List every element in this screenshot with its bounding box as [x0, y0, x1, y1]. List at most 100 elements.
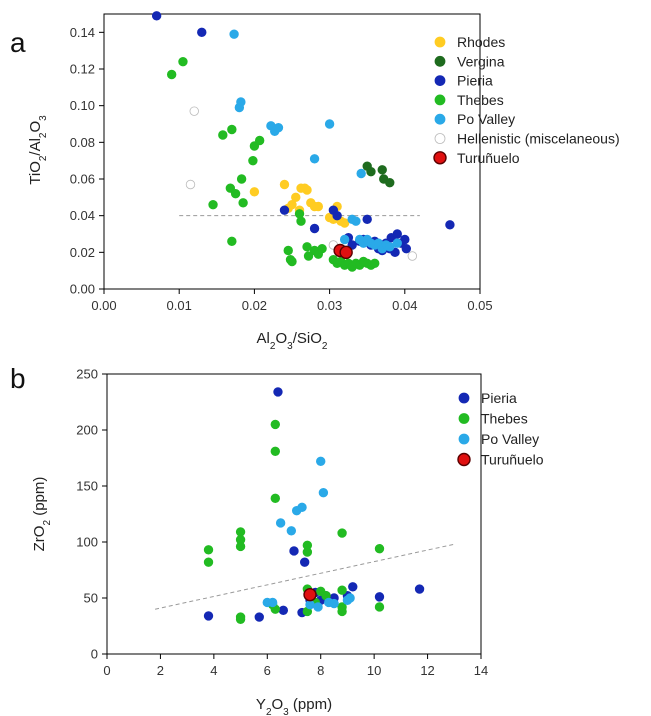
x-tick-label: 0.01	[167, 298, 192, 313]
x-tick-label: 14	[474, 663, 488, 678]
y-tick-label: 0.08	[70, 135, 95, 150]
pieria-point	[401, 243, 412, 254]
panel-a-x-ticks: 0.00 0.01 0.02 0.03 0.04 0.05	[91, 289, 493, 313]
thebes-point	[283, 245, 293, 256]
legend-label-turunuelo: Turuñuelo	[457, 150, 520, 166]
hellenistic-miscelaneous-point	[185, 179, 196, 190]
po-valley-point	[275, 518, 286, 528]
pieria-point	[332, 210, 342, 221]
turunuelo-point	[339, 245, 353, 260]
legend-label-turunuelo: Turuñuelo	[481, 452, 544, 468]
pieria-point	[445, 220, 455, 230]
legend-label-rhodes: Rhodes	[457, 34, 505, 50]
pieria-point	[309, 223, 320, 234]
y-tick-label: 150	[76, 479, 98, 494]
legend-marker-po-valley	[434, 113, 446, 125]
pieria-point	[392, 229, 402, 239]
pieria-point	[414, 584, 425, 594]
x-tick-label: 4	[210, 663, 217, 678]
rhodes-point	[302, 185, 312, 195]
x-tick-label: 8	[317, 663, 324, 678]
x-tick-label: 0.00	[91, 298, 116, 313]
thebes-point	[230, 188, 241, 199]
legend-label-po-valley: Po Valley	[481, 431, 539, 447]
legend-label-po-valley: Po Valley	[457, 111, 515, 127]
thebes-point	[270, 446, 281, 456]
thebes-point	[227, 124, 237, 135]
thebes-point	[254, 135, 265, 146]
thebes-point	[337, 606, 347, 617]
rhodes-point	[313, 201, 324, 212]
thebes-point	[302, 242, 312, 252]
legend-label-pieria: Pieria	[457, 73, 493, 89]
panel-b: b 0 50 100 150 200 250 0 2 4 6 8 10 12 14 Y2O3 (ppm)…	[10, 363, 544, 716]
po-valley-point	[273, 122, 284, 133]
po-valley-point	[297, 502, 307, 512]
rhodes-point	[291, 192, 301, 203]
panel-a-points	[151, 11, 455, 272]
pieria-point	[151, 11, 162, 21]
thebes-point	[317, 243, 327, 254]
pieria-point	[203, 611, 214, 621]
thebes-point	[374, 544, 385, 554]
legend-label-hellenistic-miscelaneous: Hellenistic (miscelaneous)	[457, 131, 620, 147]
rhodes-point	[287, 199, 297, 210]
po-valley-point	[309, 154, 320, 164]
panel-b-legend: Pieria Thebes Po Valley Turuñuelo	[457, 390, 544, 468]
po-valley-point	[345, 593, 355, 603]
thebes-point	[227, 236, 237, 247]
y-tick-label: 50	[84, 591, 98, 606]
panel-b-xlabel: Y2O3 (ppm)	[256, 696, 332, 716]
y-tick-label: 250	[76, 367, 98, 382]
panel-b-y-ticks: 0 50 100 150 200 250	[76, 367, 107, 662]
thebes-point	[303, 251, 314, 261]
panel-a-ylabel: TiO2/Al2O3	[27, 115, 49, 185]
vergina-point	[377, 165, 387, 175]
po-valley-point	[351, 216, 361, 226]
thebes-point	[238, 198, 248, 208]
legend-marker-turunuelo	[433, 151, 447, 165]
thebes-point	[270, 419, 281, 430]
thebes-point	[287, 256, 297, 267]
legend-label-pieria: Pieria	[481, 390, 517, 406]
thebes-point	[208, 199, 218, 210]
vergina-point	[366, 166, 376, 177]
hellenistic-miscelaneous-point	[407, 251, 418, 261]
panel-b-x-ticks: 0 2 4 6 8 10 12 14	[103, 654, 488, 678]
po-valley-point	[286, 526, 297, 536]
pieria-point	[348, 582, 358, 592]
po-valley-point	[392, 238, 402, 248]
thebes-point	[302, 547, 313, 557]
x-tick-label: 0.02	[242, 298, 267, 313]
po-valley-point	[356, 168, 366, 179]
legend-marker-pieria	[434, 75, 446, 86]
legend-marker-rhodes	[434, 36, 446, 48]
pieria-point	[279, 205, 290, 215]
panel-b-plot-frame	[106, 373, 482, 655]
po-valley-point	[329, 598, 339, 609]
hellenistic-miscelaneous-point	[189, 106, 199, 116]
x-tick-label: 6	[264, 663, 271, 678]
panel-a-y-ticks: 0.00 0.02 0.04 0.06 0.08 0.10 0.12 0.14	[70, 25, 104, 297]
panel-a-legend: Rhodes Vergina Pieria Thebes Po Valley Hellen…	[433, 34, 620, 166]
thebes-point	[235, 541, 246, 552]
pieria-point	[289, 546, 299, 556]
po-valley-point	[316, 456, 326, 467]
rhodes-point	[279, 179, 290, 190]
thebes-point	[248, 155, 258, 166]
po-valley-point	[324, 119, 335, 129]
y-tick-label: 0.02	[70, 245, 95, 260]
rhodes-point	[249, 187, 260, 197]
y-tick-label: 0.10	[70, 98, 95, 113]
thebes-point	[370, 258, 380, 269]
legend-marker-vergina	[434, 55, 446, 67]
pieria-point	[197, 27, 207, 38]
po-valley-point	[305, 600, 315, 610]
thebes-point	[203, 545, 214, 555]
pieria-point	[374, 592, 385, 602]
pieria-point	[400, 234, 410, 245]
x-tick-label: 0	[103, 663, 110, 678]
y-tick-label: 0.00	[70, 282, 95, 297]
y-tick-label: 0.06	[70, 172, 95, 187]
